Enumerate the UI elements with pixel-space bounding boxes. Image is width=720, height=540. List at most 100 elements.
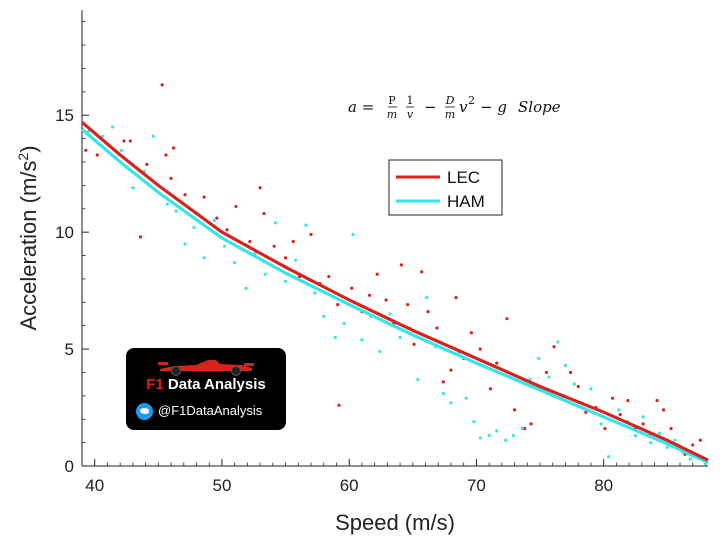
scatter-point-ham (212, 218, 216, 223)
scatter-point-ham (599, 422, 603, 426)
scatter-point-lec (164, 153, 168, 157)
scatter-point-lec (454, 296, 458, 300)
scatter-point-lec (122, 139, 126, 143)
scatter-point-ham (202, 256, 206, 260)
scatter-point-ham (673, 438, 677, 442)
scatter-point-ham (342, 321, 346, 325)
scatter-point-lec (169, 176, 173, 180)
scatter-point-ham (183, 242, 187, 246)
formula-t2-num: 1 (407, 94, 414, 107)
scatter-point-ham (333, 335, 337, 339)
scatter-point-lec (449, 368, 453, 372)
fit-lines (80, 120, 709, 464)
scatter-point-lec (367, 293, 372, 297)
scatter-point-ham (360, 338, 364, 342)
scatter-point-lec (336, 303, 340, 307)
formula-t3-den: m (445, 108, 455, 121)
scatter-point-lec (523, 426, 527, 431)
scatter-point-lec (441, 380, 445, 384)
scatter-point-ham (520, 426, 524, 431)
scatter-point-lec (469, 331, 473, 335)
scatter-point-lec (478, 347, 482, 351)
legend-box (388, 159, 503, 216)
scatter-point-ham (165, 202, 169, 206)
scatter-point-lec (225, 228, 229, 232)
scatter-point-lec (215, 216, 219, 220)
formula-slope-word: Slope (518, 98, 561, 116)
scatter-point-ham (222, 244, 227, 248)
scatter-point-ham (174, 209, 178, 213)
scatter-point-lec (327, 274, 331, 279)
scatter-point-ham (537, 356, 541, 361)
scatter-point-ham (511, 434, 515, 438)
formula-t1-den: m (387, 108, 397, 121)
formula-t1-num: P (388, 94, 396, 107)
scatter-point-lec (495, 361, 499, 365)
scatter-point-ham (304, 223, 308, 227)
x-tick-label: 40 (85, 476, 104, 495)
formula-annotation: a = P m 1 v − D m v 2 − g Slope (348, 94, 561, 121)
formula-t4: − g (480, 98, 507, 116)
scatter-point-ham (572, 382, 577, 386)
scatter-point-ham (110, 125, 115, 129)
scatter-point-lec (337, 403, 341, 407)
formula-t3-exp: 2 (468, 94, 475, 107)
legend: LEC HAM (388, 159, 503, 216)
scatter-point-lec (262, 211, 266, 216)
scatter-point-lec (291, 239, 295, 244)
formula-lhs: a = (348, 98, 374, 116)
scatter-point-ham (441, 391, 445, 396)
scatter-point-lec (488, 387, 493, 391)
scatter-point-lec (145, 162, 149, 166)
y-tick-label: 10 (55, 223, 74, 242)
scatter-point-lec (384, 298, 388, 302)
scatter-point-ham (504, 438, 508, 442)
scatter-point-lec (610, 396, 615, 400)
scatter-point-ham (688, 457, 692, 461)
scatter-point-ham (119, 148, 124, 152)
scatter-point-lec (691, 443, 695, 447)
scatter-point-lec (669, 426, 673, 431)
fit-line-lec (80, 120, 709, 462)
scatter-point-ham (607, 455, 611, 459)
scatter-point-lec (309, 232, 313, 237)
scatter-point-lec (544, 370, 549, 375)
scatter-point-lec (406, 303, 410, 307)
scatter-point-ham (378, 349, 382, 354)
scatter-point-ham (398, 335, 402, 339)
scatter-point-lec (513, 408, 517, 412)
scatter-point-lec (399, 263, 403, 267)
scatter-points (84, 83, 708, 466)
scatter-point-lec (641, 422, 645, 426)
scatter-point-lec (183, 193, 187, 197)
formula-t3-var: v (459, 98, 468, 116)
scatter-point-ham (617, 408, 621, 412)
scatter-point-lec (202, 195, 206, 199)
scatter-point-ham (151, 134, 155, 138)
scatter-point-lec (618, 412, 622, 417)
scatter-point-lec (128, 139, 132, 143)
x-axis-title: Speed (m/s) (335, 510, 455, 535)
scatter-point-ham (589, 387, 593, 391)
scatter-point-ham (641, 415, 645, 419)
scatter-point-lec (412, 342, 416, 346)
y-axis-title-base: Acceleration (m/s (16, 161, 41, 331)
scatter-point-lec (272, 244, 276, 248)
scatter-point-lec (661, 408, 666, 412)
badge-title: F1 Data Analysis (126, 376, 286, 393)
formula-t3-num: D (445, 94, 455, 107)
scatter-point-lec (435, 326, 439, 330)
scatter-point-ham (416, 377, 420, 382)
scatter-point-ham (472, 419, 476, 424)
scatter-point-ham (547, 375, 551, 379)
x-tick-label: 60 (340, 476, 359, 495)
scatter-point-lec (655, 398, 659, 403)
scatter-point-lec (375, 272, 379, 276)
scatter-point-lec (603, 426, 607, 431)
y-tick-label: 15 (55, 106, 74, 125)
formula-t2-den: v (407, 108, 414, 121)
scatter-point-ham (273, 221, 277, 225)
scatter-point-ham (649, 441, 653, 445)
y-axis-title-sup: 2 (15, 153, 31, 161)
